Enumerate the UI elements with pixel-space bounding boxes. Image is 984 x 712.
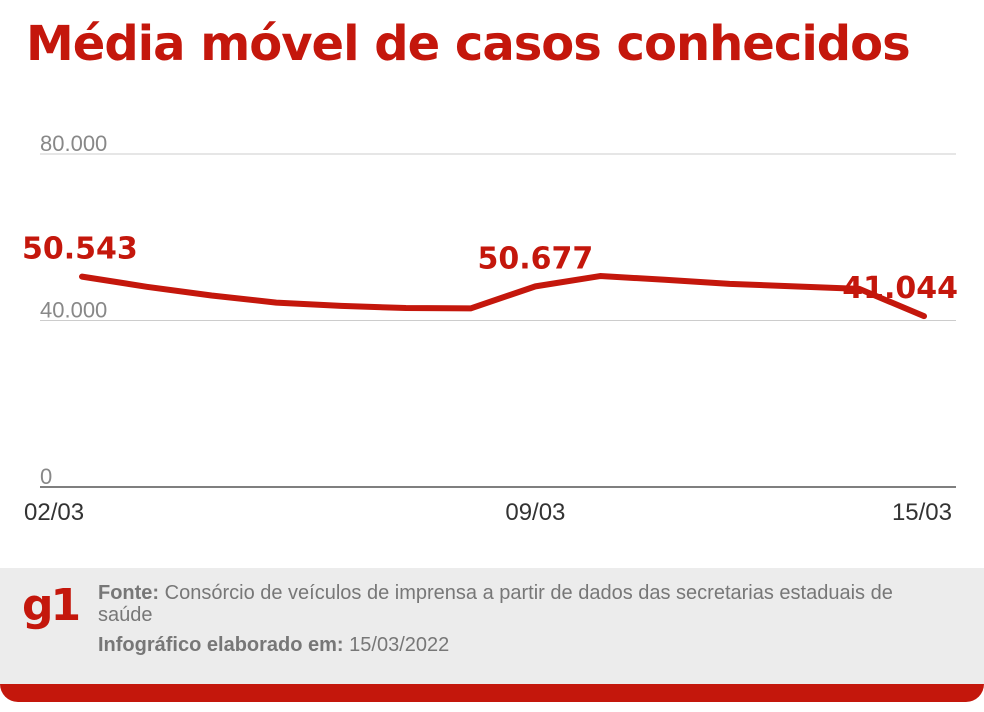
- data-label: 41.044: [842, 271, 958, 306]
- y-tick-label: 0: [40, 464, 52, 489]
- series-line: [79, 273, 927, 320]
- source-footer: g1 Fonte: Consórcio de veículos de impre…: [0, 568, 984, 702]
- data-label: 50.677: [477, 241, 593, 276]
- data-label: 50.543: [22, 232, 138, 267]
- source-text: Consórcio de veículos de imprensa a part…: [98, 582, 893, 626]
- date-value: 15/03/2022: [349, 634, 450, 656]
- x-tick-label: 09/03: [505, 499, 565, 526]
- x-tick-label: 02/03: [24, 499, 84, 526]
- y-tick-label: 40.000: [40, 298, 107, 323]
- source-line: Fonte: Consórcio de veículos de imprensa…: [98, 582, 938, 626]
- source-label: Fonte:: [98, 582, 160, 604]
- g1-logo: g1: [22, 580, 81, 631]
- y-tick-label: 80.000: [40, 131, 107, 156]
- line-chart: 0 40.000 80.000 02/03 09/03 15/03 50.543 50.677…: [22, 131, 958, 526]
- date-label: Infográfico elaborado em:: [98, 634, 344, 656]
- x-tick-label: 15/03: [892, 499, 952, 526]
- date-line: Infográfico elaborado em: 15/03/2022: [98, 634, 938, 656]
- chart-title: Média móvel de casos conhecidos: [26, 16, 911, 72]
- source-block: Fonte: Consórcio de veículos de imprensa…: [98, 582, 938, 664]
